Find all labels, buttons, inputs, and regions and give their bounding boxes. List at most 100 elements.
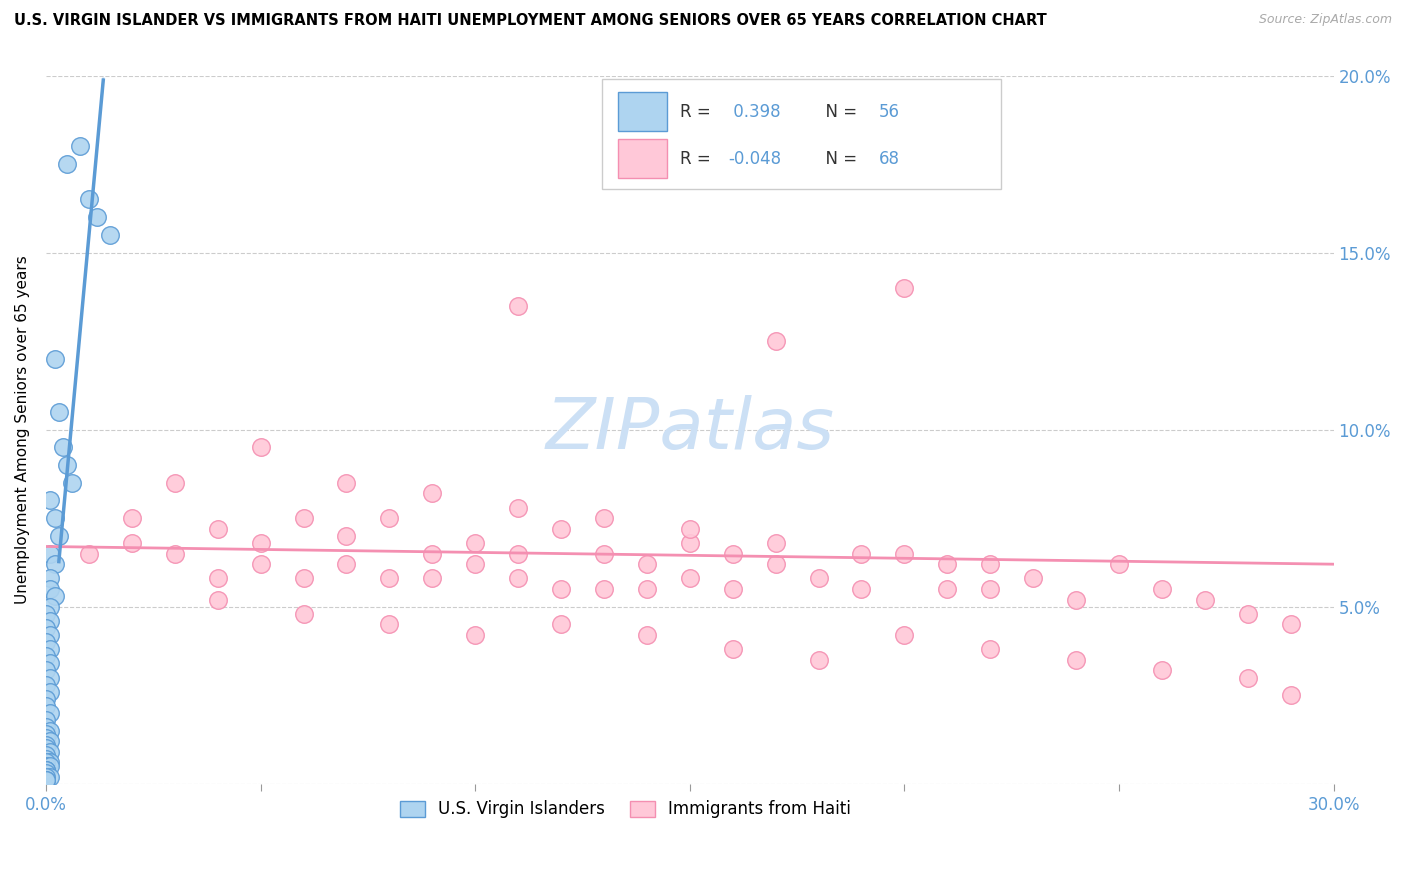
Point: [39, 734, 62, 748]
Point: [893, 628, 915, 642]
Point: [60, 475, 83, 490]
Point: [550, 522, 572, 536]
Point: [35, 691, 58, 706]
Point: [39, 582, 62, 596]
Point: [39, 756, 62, 770]
Point: [335, 529, 357, 543]
Text: 56: 56: [879, 103, 900, 120]
Point: [292, 511, 315, 525]
Text: -0.048: -0.048: [728, 150, 782, 168]
Point: [807, 653, 830, 667]
Point: [851, 582, 873, 596]
Point: [39, 614, 62, 628]
Text: U.S. VIRGIN ISLANDER VS IMMIGRANTS FROM HAITI UNEMPLOYMENT AMONG SENIORS OVER 65: U.S. VIRGIN ISLANDER VS IMMIGRANTS FROM …: [14, 13, 1047, 29]
Point: [207, 592, 229, 607]
Point: [121, 511, 143, 525]
Point: [207, 571, 229, 585]
Point: [292, 607, 315, 621]
Point: [35, 649, 58, 664]
Point: [593, 582, 616, 596]
Point: [1236, 607, 1258, 621]
Point: [39, 493, 62, 508]
Point: [1279, 688, 1302, 702]
Point: [508, 299, 530, 313]
Point: [163, 475, 186, 490]
Point: [550, 617, 572, 632]
Point: [1022, 571, 1045, 585]
Text: 68: 68: [879, 150, 900, 168]
Point: [56, 458, 79, 472]
Point: [420, 571, 443, 585]
Point: [636, 628, 658, 642]
Point: [35, 741, 58, 756]
Point: [56, 157, 79, 171]
Point: [35, 720, 58, 734]
Point: [979, 557, 1001, 571]
Point: [77, 193, 100, 207]
Point: [721, 642, 744, 657]
Point: [44, 351, 66, 366]
Point: [464, 536, 486, 550]
Point: [39, 642, 62, 657]
Point: [39, 657, 62, 671]
Point: [979, 582, 1001, 596]
Point: [679, 522, 702, 536]
Point: [35, 773, 58, 788]
Point: [39, 759, 62, 773]
Point: [508, 547, 530, 561]
Point: [335, 557, 357, 571]
Point: [35, 748, 58, 763]
Text: R =: R =: [679, 150, 716, 168]
Point: [249, 557, 271, 571]
Point: [1064, 653, 1087, 667]
Y-axis label: Unemployment Among Seniors over 65 years: Unemployment Among Seniors over 65 years: [15, 255, 30, 604]
Point: [35, 713, 58, 727]
Point: [35, 677, 58, 691]
Point: [35, 635, 58, 649]
Text: R =: R =: [679, 103, 716, 120]
Point: [508, 571, 530, 585]
Point: [39, 599, 62, 614]
Point: [378, 617, 401, 632]
Point: [464, 628, 486, 642]
Point: [86, 210, 108, 224]
Text: N =: N =: [814, 150, 862, 168]
Point: [593, 511, 616, 525]
Point: [893, 547, 915, 561]
FancyBboxPatch shape: [602, 79, 1001, 189]
Point: [35, 664, 58, 678]
Point: [1064, 592, 1087, 607]
Point: [207, 522, 229, 536]
Point: [1279, 617, 1302, 632]
Point: [679, 536, 702, 550]
Point: [35, 621, 58, 635]
Point: [35, 773, 58, 788]
Point: [378, 571, 401, 585]
Point: [508, 500, 530, 515]
Point: [44, 589, 66, 603]
Point: [39, 723, 62, 738]
Point: [35, 770, 58, 784]
Point: [163, 547, 186, 561]
Point: [420, 486, 443, 500]
Point: [69, 139, 91, 153]
Text: Source: ZipAtlas.com: Source: ZipAtlas.com: [1258, 13, 1392, 27]
Point: [765, 536, 787, 550]
Point: [420, 547, 443, 561]
Point: [48, 529, 70, 543]
Point: [636, 582, 658, 596]
Point: [35, 756, 58, 770]
Point: [335, 475, 357, 490]
Point: [1150, 582, 1173, 596]
Point: [464, 557, 486, 571]
Point: [249, 536, 271, 550]
Point: [1150, 664, 1173, 678]
Point: [39, 745, 62, 759]
Point: [35, 698, 58, 713]
Point: [44, 511, 66, 525]
Point: [39, 770, 62, 784]
Point: [936, 582, 959, 596]
Point: [1236, 671, 1258, 685]
Text: N =: N =: [814, 103, 862, 120]
Point: [35, 752, 58, 766]
